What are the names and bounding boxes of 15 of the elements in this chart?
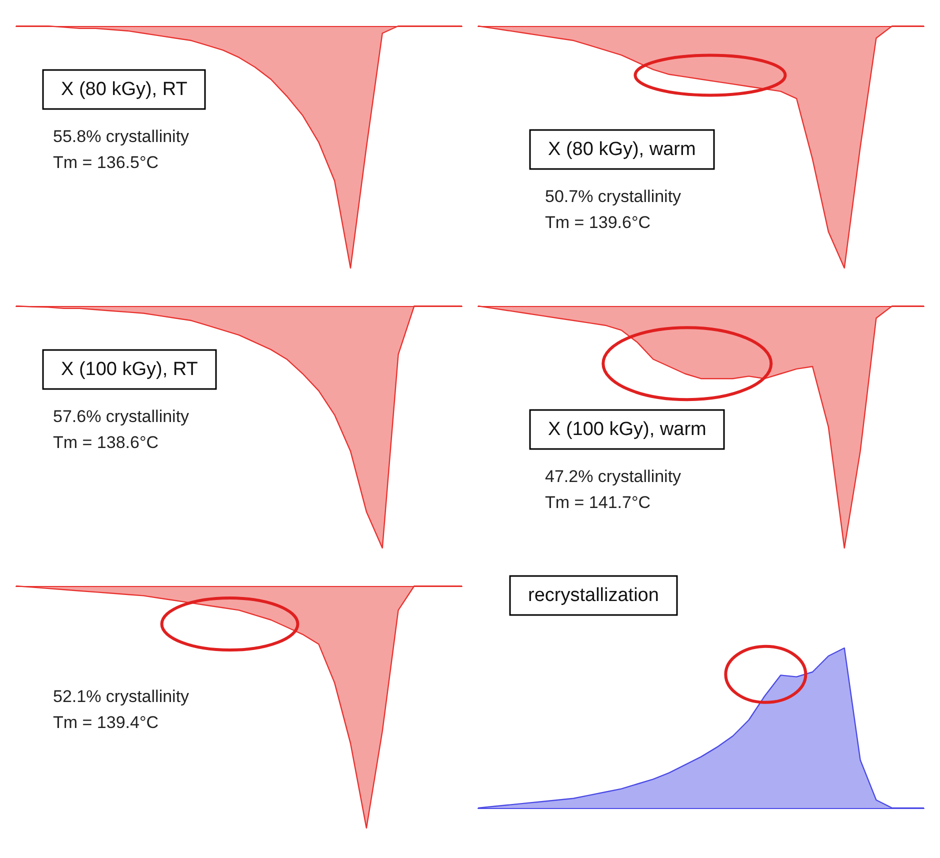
annotation: 57.6% crystallinity xyxy=(53,407,190,426)
annotation: Tm = 141.7°C xyxy=(545,493,651,512)
annotation: 52.1% crystallinity xyxy=(53,687,190,706)
text: X (80 kGy), RT xyxy=(61,79,188,100)
annotation: 55.8% crystallinity xyxy=(53,127,190,146)
text: X (100 kGy), warm xyxy=(548,419,706,440)
annotation: Tm = 138.6°C xyxy=(53,433,159,452)
annotation: Tm = 139.6°C xyxy=(545,213,651,232)
annotation: Tm = 136.5°C xyxy=(53,153,159,172)
annotation: Tm = 139.4°C xyxy=(53,713,159,732)
text: X (80 kGy), warm xyxy=(548,139,696,160)
text: X (100 kGy), RT xyxy=(61,359,198,380)
chart-title: recrystallization xyxy=(528,585,659,606)
annotation: 50.7% crystallinity xyxy=(545,187,682,206)
annotation: 47.2% crystallinity xyxy=(545,467,682,486)
